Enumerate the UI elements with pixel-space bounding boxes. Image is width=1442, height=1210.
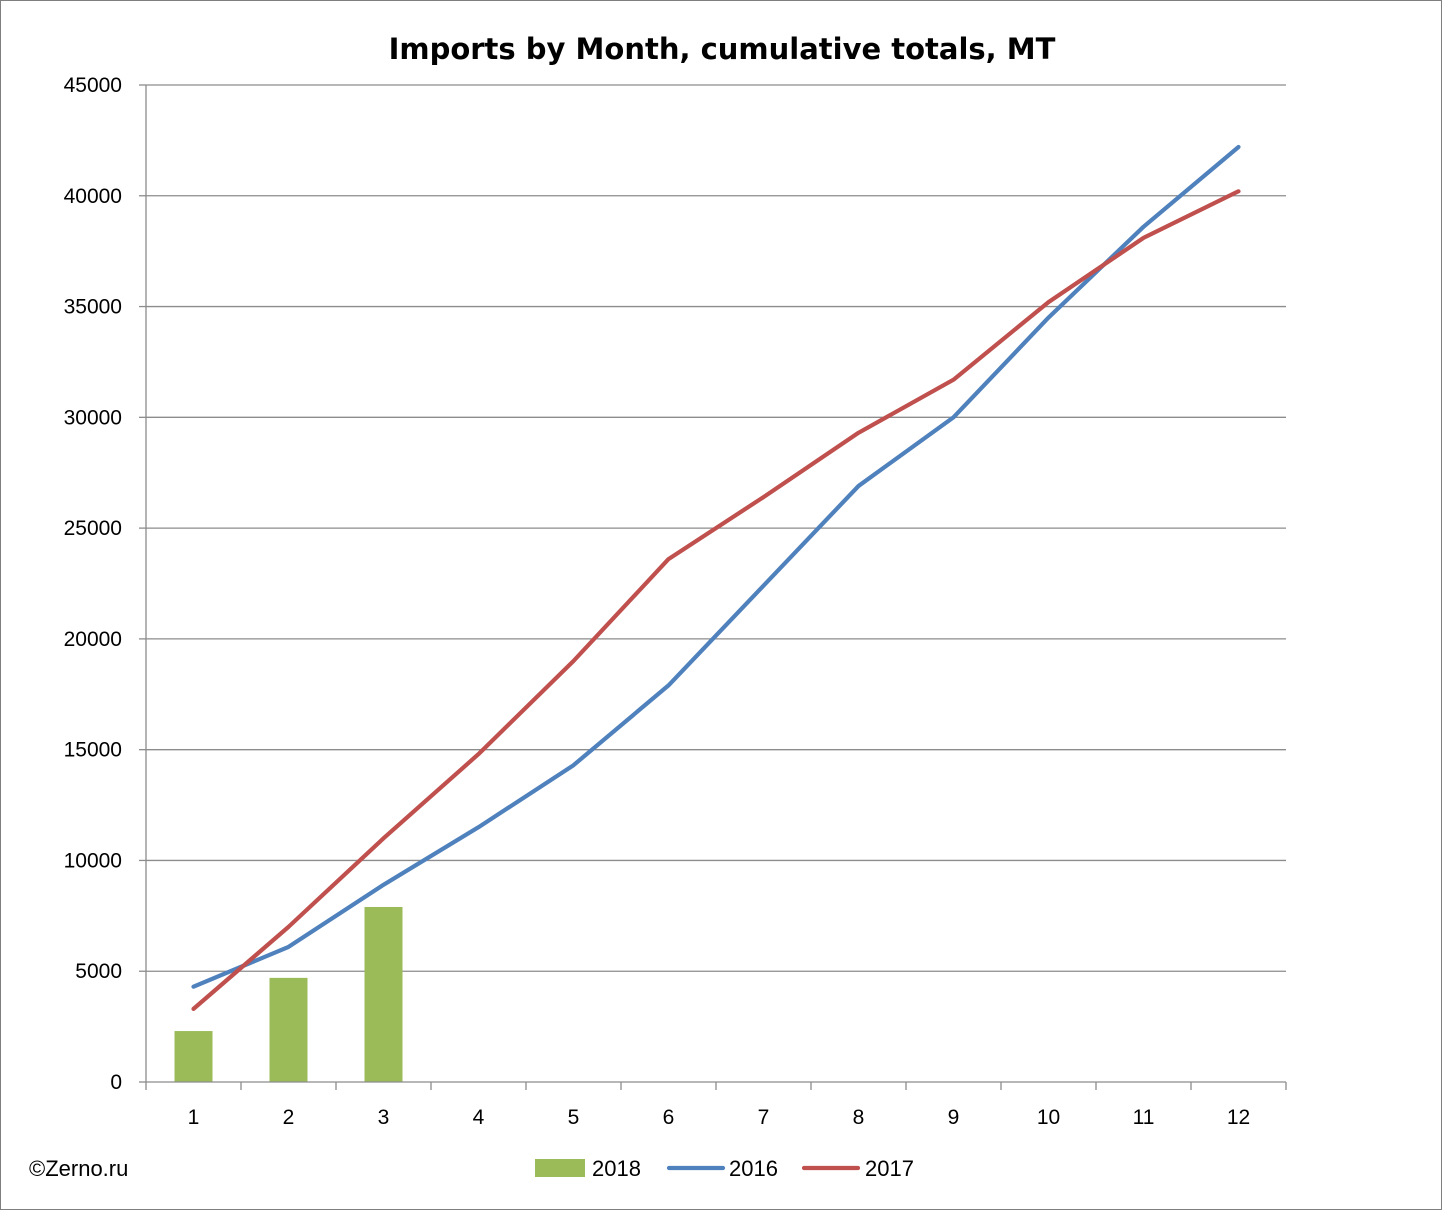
bar-2018-1 — [174, 1031, 213, 1082]
x-axis-tick-labels: 1 2 3 4 5 6 7 8 9 10 11 12 — [188, 1106, 1251, 1129]
chart-title: Imports by Month, cumulative totals, MT — [389, 32, 1056, 66]
x-tick-label: 12 — [1227, 1106, 1250, 1129]
y-tick-label: 10000 — [64, 849, 122, 872]
x-tick-label: 9 — [948, 1106, 960, 1129]
bar-2018-3 — [364, 906, 403, 1082]
y-tick-label: 35000 — [64, 296, 122, 319]
y-tick-label: 40000 — [64, 185, 122, 208]
legend-label-2016: 2016 — [729, 1156, 778, 1181]
credit-text: ©Zerno.ru — [29, 1156, 128, 1181]
y-tick-label: 45000 — [64, 74, 122, 97]
legend-swatch-2018 — [535, 1159, 585, 1177]
bar-series — [174, 906, 403, 1082]
y-tick-label: 25000 — [64, 517, 122, 540]
x-tick-label: 6 — [663, 1106, 675, 1129]
y-tick-label: 0 — [110, 1071, 122, 1094]
legend-label-2018: 2018 — [592, 1156, 641, 1181]
x-tick-label: 5 — [568, 1106, 580, 1129]
line-2016 — [191, 144, 1241, 989]
x-tick-label: 7 — [758, 1106, 770, 1129]
x-tick-label: 1 — [188, 1106, 200, 1129]
y-tick-label: 30000 — [64, 406, 122, 429]
y-axis-tick-labels: 0 5000 10000 15000 20000 25000 30000 35000 40000… — [64, 74, 122, 1094]
x-tick-label: 8 — [853, 1106, 865, 1129]
x-tick-label: 10 — [1037, 1106, 1060, 1129]
x-tick-label: 4 — [473, 1106, 485, 1129]
x-tick-label: 3 — [378, 1106, 390, 1129]
y-tick-label: 20000 — [64, 628, 122, 651]
x-tick-label: 2 — [283, 1106, 295, 1129]
line-2017 — [191, 189, 1241, 1012]
y-tick-label: 5000 — [75, 960, 122, 983]
legend-label-2017: 2017 — [865, 1156, 914, 1181]
bar-2018-2 — [269, 977, 308, 1082]
gridlines — [139, 84, 1286, 1083]
legend: 2018 2016 2017 — [535, 1156, 914, 1181]
axes — [145, 85, 1287, 1090]
line-series — [191, 144, 1241, 1012]
y-tick-label: 15000 — [64, 739, 122, 762]
x-tick-label: 11 — [1133, 1106, 1155, 1129]
